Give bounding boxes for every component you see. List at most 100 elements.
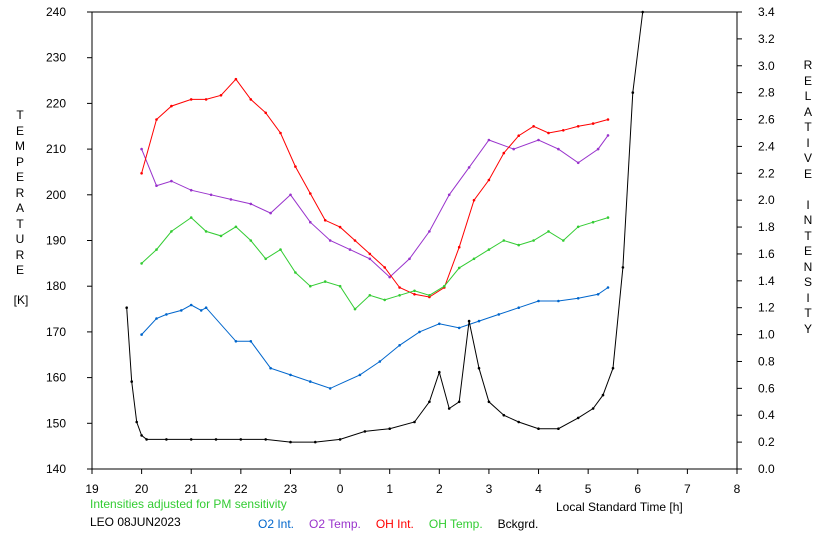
data-point: [234, 340, 238, 343]
axis-label-char: E: [803, 73, 812, 88]
series-line: [141, 216, 609, 310]
data-point: [309, 284, 312, 288]
axis-unit: [K]: [13, 292, 29, 307]
data-point: [249, 239, 253, 242]
data-point: [363, 430, 367, 433]
data-point: [180, 309, 183, 312]
data-point: [502, 413, 506, 417]
data-point: [323, 280, 327, 283]
data-point: [309, 192, 312, 195]
data-point: [467, 319, 471, 323]
data-point: [234, 225, 238, 229]
data-point: [457, 266, 461, 270]
data-point: [467, 166, 471, 169]
x-tick-label: 8: [734, 482, 741, 496]
x-tick-label: 3: [486, 482, 493, 496]
y2-tick-label: 1.2: [758, 301, 775, 315]
axis-label-char: V: [803, 151, 812, 165]
data-point: [289, 373, 292, 377]
axis-label-char: P: [15, 154, 24, 169]
y2-tick-label: 2.4: [758, 139, 775, 153]
data-point: [239, 438, 243, 441]
data-point: [309, 220, 312, 224]
data-point: [477, 319, 481, 323]
data-point: [487, 400, 491, 404]
data-point: [447, 407, 451, 410]
data-point: [279, 131, 282, 135]
y-tick-label: 200: [46, 188, 66, 202]
data-point: [249, 98, 253, 101]
data-point: [502, 239, 506, 242]
y2-tick-label: 2.8: [758, 86, 775, 100]
data-point: [309, 380, 312, 383]
x-tick-label: 5: [585, 482, 592, 496]
axis-label-char: R: [15, 185, 25, 200]
data-point: [502, 151, 506, 155]
data-point: [368, 294, 372, 297]
data-point: [165, 313, 168, 316]
data-point: [348, 248, 352, 251]
data-point: [338, 438, 342, 441]
data-point: [532, 125, 535, 128]
y2-tick-label: 2.2: [758, 166, 775, 180]
data-point: [398, 286, 401, 289]
data-point: [447, 193, 451, 197]
data-point: [269, 366, 272, 370]
data-point: [413, 293, 416, 296]
y-tick-label: 210: [46, 142, 66, 156]
axis-label-char: N: [803, 213, 813, 227]
data-point: [388, 427, 392, 431]
y2-tick-label: 3.4: [758, 5, 775, 19]
y2-tick-label: 1.0: [758, 328, 775, 342]
data-point: [204, 306, 208, 310]
data-point: [328, 387, 332, 390]
data-point: [125, 306, 128, 310]
data-point: [155, 317, 158, 320]
data-point: [269, 211, 272, 215]
x-tick-label: 1: [386, 482, 393, 496]
axis-label-char: T: [804, 306, 812, 320]
axis-label-char: A: [15, 201, 24, 215]
y2-tick-label: 0.8: [758, 354, 775, 368]
data-point: [596, 147, 600, 151]
x-tick-label: 0: [337, 482, 344, 496]
data-point: [606, 286, 610, 289]
series-layer: [125, 10, 644, 444]
data-point: [214, 438, 218, 441]
legend-item: Bckgrd.: [497, 517, 539, 531]
data-point: [249, 202, 253, 206]
data-point: [547, 230, 550, 233]
data-point: [204, 98, 208, 101]
data-point: [130, 380, 133, 383]
data-point: [547, 131, 550, 135]
data-point: [497, 313, 501, 316]
data-point: [338, 284, 342, 288]
data-point: [140, 147, 143, 151]
data-point: [199, 309, 203, 312]
data-point: [189, 303, 193, 307]
data-point: [155, 118, 158, 121]
data-point: [472, 257, 476, 261]
data-point: [353, 307, 357, 311]
data-point: [621, 266, 625, 269]
y2-tick-label: 0.6: [758, 381, 775, 395]
data-point: [408, 257, 411, 261]
y2-tick-label: 2.0: [758, 193, 775, 207]
data-point: [596, 293, 600, 296]
data-point: [591, 220, 595, 224]
data-point: [601, 393, 605, 397]
data-point: [378, 360, 382, 363]
data-point: [289, 193, 292, 197]
data-point: [611, 366, 615, 370]
y2-tick-label: 0.0: [758, 462, 775, 476]
axis-label-char: E: [803, 166, 812, 181]
data-point: [358, 373, 362, 377]
axis-label-char: T: [804, 120, 812, 134]
data-point: [388, 275, 392, 279]
series-oh-temp: [140, 216, 610, 311]
axes: [87, 11, 742, 474]
axis-label-char: T: [16, 108, 24, 122]
data-point: [438, 370, 441, 374]
x-tick-label: 4: [535, 482, 542, 496]
data-point: [537, 427, 540, 431]
